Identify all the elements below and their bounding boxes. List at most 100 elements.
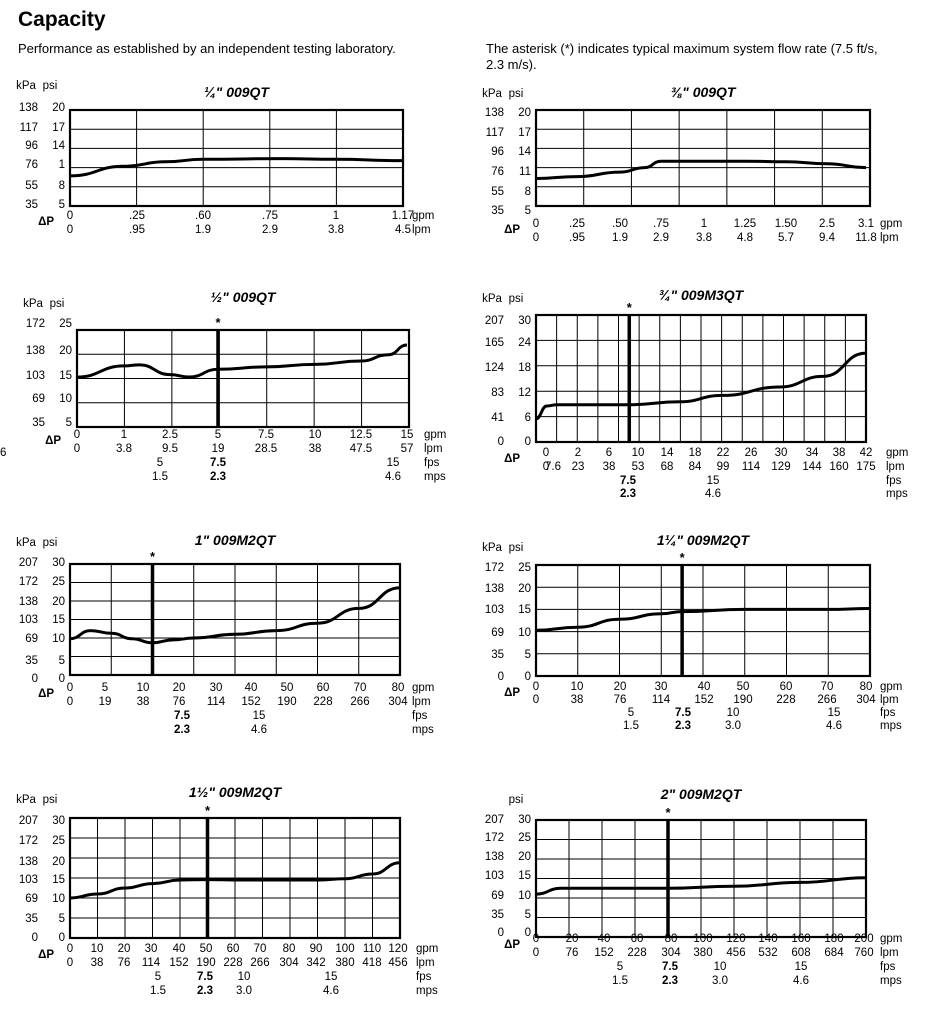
mps-tick-label: 1.5	[612, 975, 628, 987]
gpm-tick-label: 0	[67, 210, 73, 222]
lpm-tick-label: 190	[277, 696, 296, 708]
gpm-tick-label: .25	[569, 218, 585, 230]
gpm-tick-label: .25	[129, 210, 145, 222]
psi-tick-label: 8	[59, 180, 65, 192]
kpa-tick-label: 83	[491, 387, 504, 399]
psi-tick-label: 5	[525, 649, 531, 661]
psi-tick-label: 0	[525, 927, 531, 939]
lpm-tick-label: .95	[129, 224, 145, 236]
psi-tick-label: 25	[518, 832, 531, 844]
chart-title: ¼" 009QT	[204, 84, 270, 100]
fps-unit-label: fps	[880, 961, 896, 973]
kpa-tick-label: 117	[486, 127, 504, 139]
psi-tick-label: 20	[518, 851, 531, 863]
kpa-tick-label: 138	[19, 856, 38, 868]
gpm-tick-label: 7.5	[258, 429, 274, 441]
psi-tick-label: 20	[52, 596, 65, 608]
gpm-tick-label: 50	[281, 682, 294, 694]
lpm-unit-label: lpm	[412, 696, 431, 708]
lpm-tick-label: 0	[543, 461, 549, 473]
lpm-tick-label: 190	[196, 957, 215, 969]
psi-axis-label: psi	[43, 80, 58, 92]
gpm-unit-label: gpm	[412, 682, 434, 694]
delta-p-label: ΔP	[504, 939, 520, 951]
psi-tick-label: 1	[59, 159, 65, 171]
kpa-tick-label: 124	[485, 362, 505, 374]
psi-tick-label: 5	[59, 199, 65, 211]
psi-tick-label: 20	[52, 102, 65, 114]
psi-tick-label: 30	[52, 815, 65, 827]
fps-tick-label: 7.5	[197, 971, 214, 983]
lpm-tick-label: 456	[388, 957, 407, 969]
chart-frame	[68, 108, 405, 208]
gpm-tick-label: 60	[317, 682, 330, 694]
lpm-tick-label: 5.7	[778, 232, 794, 244]
psi-tick-label: 14	[518, 146, 531, 158]
kpa-tick-label: 138	[26, 345, 45, 357]
psi-tick-label: 5	[59, 913, 65, 925]
lpm-tick-label: 0	[533, 232, 539, 244]
gpm-tick-label: .75	[653, 218, 669, 230]
pressure-loss-curve	[69, 157, 404, 178]
lpm-tick-label: 114	[652, 694, 671, 706]
gpm-tick-label: 1	[333, 210, 339, 222]
pressure-loss-curve	[535, 876, 867, 896]
chart-title: 2" 009M2QT	[660, 786, 743, 802]
kpa-tick-label: 0	[32, 673, 38, 685]
mps-unit-label: mps	[412, 724, 434, 736]
lpm-tick-label: 3.8	[696, 232, 712, 244]
kpa-tick-label: 0	[498, 927, 504, 939]
gpm-tick-label: 80	[860, 681, 873, 693]
fps-tick-label: 15	[325, 971, 338, 983]
fps-tick-label: 5	[157, 457, 163, 469]
fps-tick-label: 10	[727, 707, 740, 719]
gpm-unit-label: gpm	[412, 210, 434, 222]
psi-tick-label: 24	[518, 337, 531, 349]
lpm-tick-label: 0	[533, 694, 539, 706]
lpm-unit-label: lpm	[880, 694, 899, 706]
lpm-tick-label: 266	[350, 696, 369, 708]
lpm-tick-label: 144	[802, 461, 822, 473]
gpm-tick-label: 50	[200, 943, 213, 955]
lpm-tick-label: 28.5	[255, 443, 277, 455]
max-flow-asterisk: *	[680, 550, 686, 565]
gpm-tick-label: 6	[606, 447, 612, 459]
max-flow-asterisk: *	[205, 803, 211, 818]
gpm-tick-label: 38	[833, 447, 846, 459]
mps-tick-label: 1.5	[152, 471, 168, 483]
psi-tick-label: 20	[59, 345, 72, 357]
lpm-tick-label: 1.9	[612, 232, 628, 244]
gpm-tick-label: 20	[566, 933, 579, 945]
gpm-tick-label: 200	[854, 933, 873, 945]
lpm-tick-label: 114	[142, 957, 161, 969]
lpm-tick-label: 7.6	[545, 461, 561, 473]
psi-axis-label: psi	[509, 542, 524, 554]
lpm-tick-label: 114	[742, 461, 761, 473]
mps-tick-label: 1.5	[150, 985, 166, 997]
lpm-unit-label: lpm	[424, 443, 443, 455]
gpm-tick-label: 15	[401, 429, 414, 441]
mps-tick-label: 4.6	[793, 975, 809, 987]
delta-p-label: ΔP	[45, 435, 61, 447]
psi-tick-label: 10	[518, 890, 531, 902]
gpm-tick-label: 20	[118, 943, 131, 955]
psi-tick-label: 25	[52, 835, 65, 847]
lpm-tick-label: 304	[661, 947, 681, 959]
psi-axis-label: psi	[43, 537, 58, 549]
chart-frame	[534, 108, 872, 208]
pressure-loss-curve	[69, 586, 401, 645]
intro-left-text: Performance as established by an indepen…	[18, 41, 396, 56]
psi-tick-label: 18	[518, 362, 531, 374]
kpa-tick-label: 76	[25, 159, 38, 171]
gpm-tick-label: 0	[533, 218, 539, 230]
psi-axis-label: psi	[50, 298, 65, 310]
kpa-tick-label: 76	[491, 166, 504, 178]
chart-title: 1½" 009M2QT	[189, 784, 283, 800]
gpm-tick-label: 2	[575, 447, 581, 459]
lpm-tick-label: 57	[401, 443, 414, 455]
gpm-tick-label: 0	[74, 429, 80, 441]
gpm-tick-label: 30	[775, 447, 788, 459]
gpm-unit-label: gpm	[880, 933, 902, 945]
psi-tick-label: 0	[525, 671, 531, 683]
